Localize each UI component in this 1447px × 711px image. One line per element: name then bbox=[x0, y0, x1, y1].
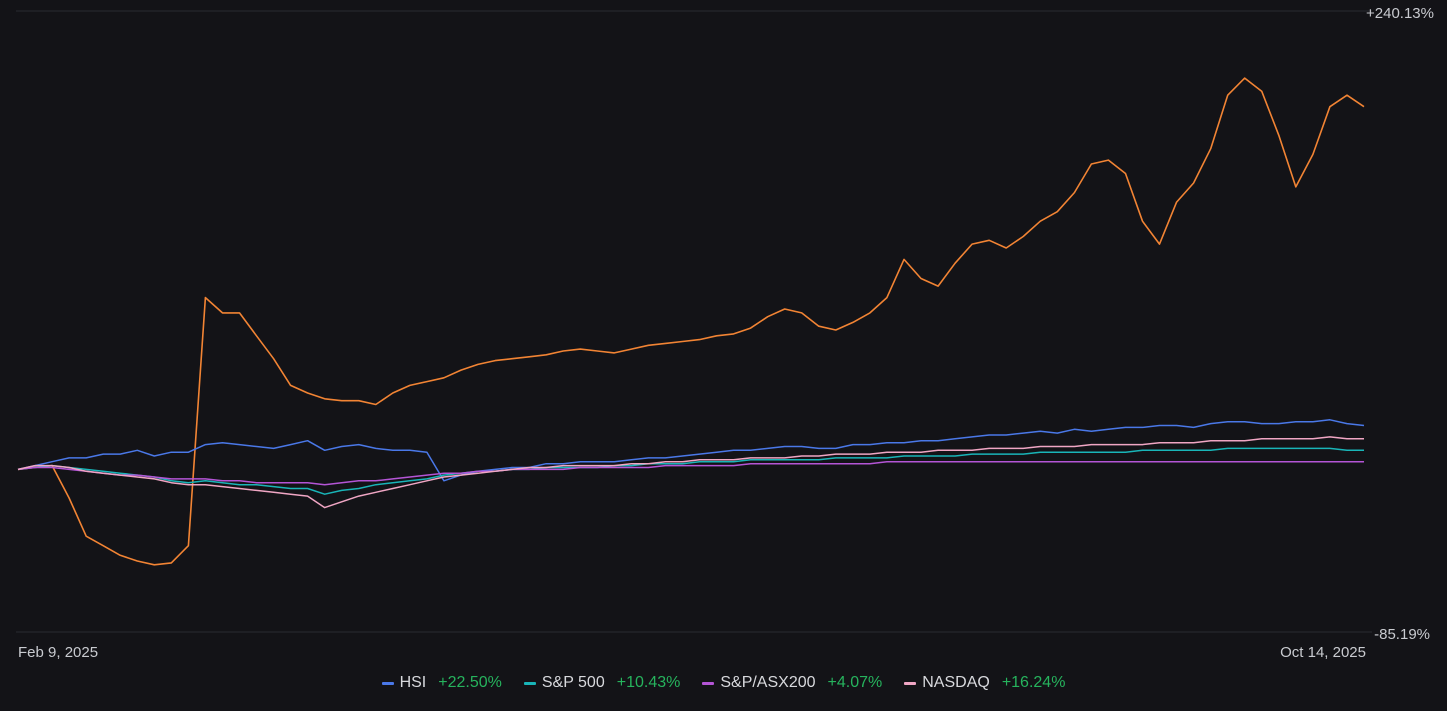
legend-swatch-asx200 bbox=[702, 681, 715, 685]
series-layer bbox=[17, 77, 1365, 566]
chart-legend: HSI +22.50% S&P 500 +10.43% S&P/ASX200 +… bbox=[0, 674, 1447, 692]
legend-swatch-hsi bbox=[381, 681, 394, 685]
legend-swatch-nasdaq bbox=[904, 681, 917, 685]
legend-name-hsi: HSI bbox=[399, 674, 427, 691]
y-max-label: +240.13% bbox=[1366, 5, 1434, 22]
chart-plot[interactable]: +240.13% -85.19% Feb 9, 2025 Oct 14, 202… bbox=[0, 0, 1447, 660]
series-line-s-p-asx200 bbox=[17, 460, 1364, 486]
series-line-nasdaq bbox=[17, 436, 1364, 509]
series-line-highlighted bbox=[17, 77, 1365, 566]
legend-item-sp500[interactable]: S&P 500 +10.43% bbox=[523, 674, 681, 692]
legend-item-asx200[interactable]: S&P/ASX200 +4.07% bbox=[702, 674, 882, 692]
series-line-hsi bbox=[17, 419, 1365, 482]
legend-change-nasdaq: +16.24% bbox=[1001, 674, 1066, 691]
x-start-label: Feb 9, 2025 bbox=[18, 644, 98, 660]
legend-change-hsi: +22.50% bbox=[438, 674, 502, 691]
legend-item-hsi[interactable]: HSI +22.50% bbox=[381, 674, 502, 692]
y-min-label: -85.19% bbox=[1374, 626, 1430, 643]
legend-name-asx200: S&P/ASX200 bbox=[720, 674, 816, 691]
series-line-s-p-500 bbox=[17, 447, 1364, 495]
legend-swatch-sp500 bbox=[523, 681, 536, 685]
legend-change-sp500: +10.43% bbox=[616, 674, 681, 691]
legend-name-nasdaq: NASDAQ bbox=[922, 674, 990, 691]
legend-change-asx200: +4.07% bbox=[827, 674, 883, 691]
legend-item-nasdaq[interactable]: NASDAQ +16.24% bbox=[904, 674, 1065, 692]
x-end-label: Oct 14, 2025 bbox=[1280, 644, 1366, 660]
legend-name-sp500: S&P 500 bbox=[541, 674, 605, 691]
